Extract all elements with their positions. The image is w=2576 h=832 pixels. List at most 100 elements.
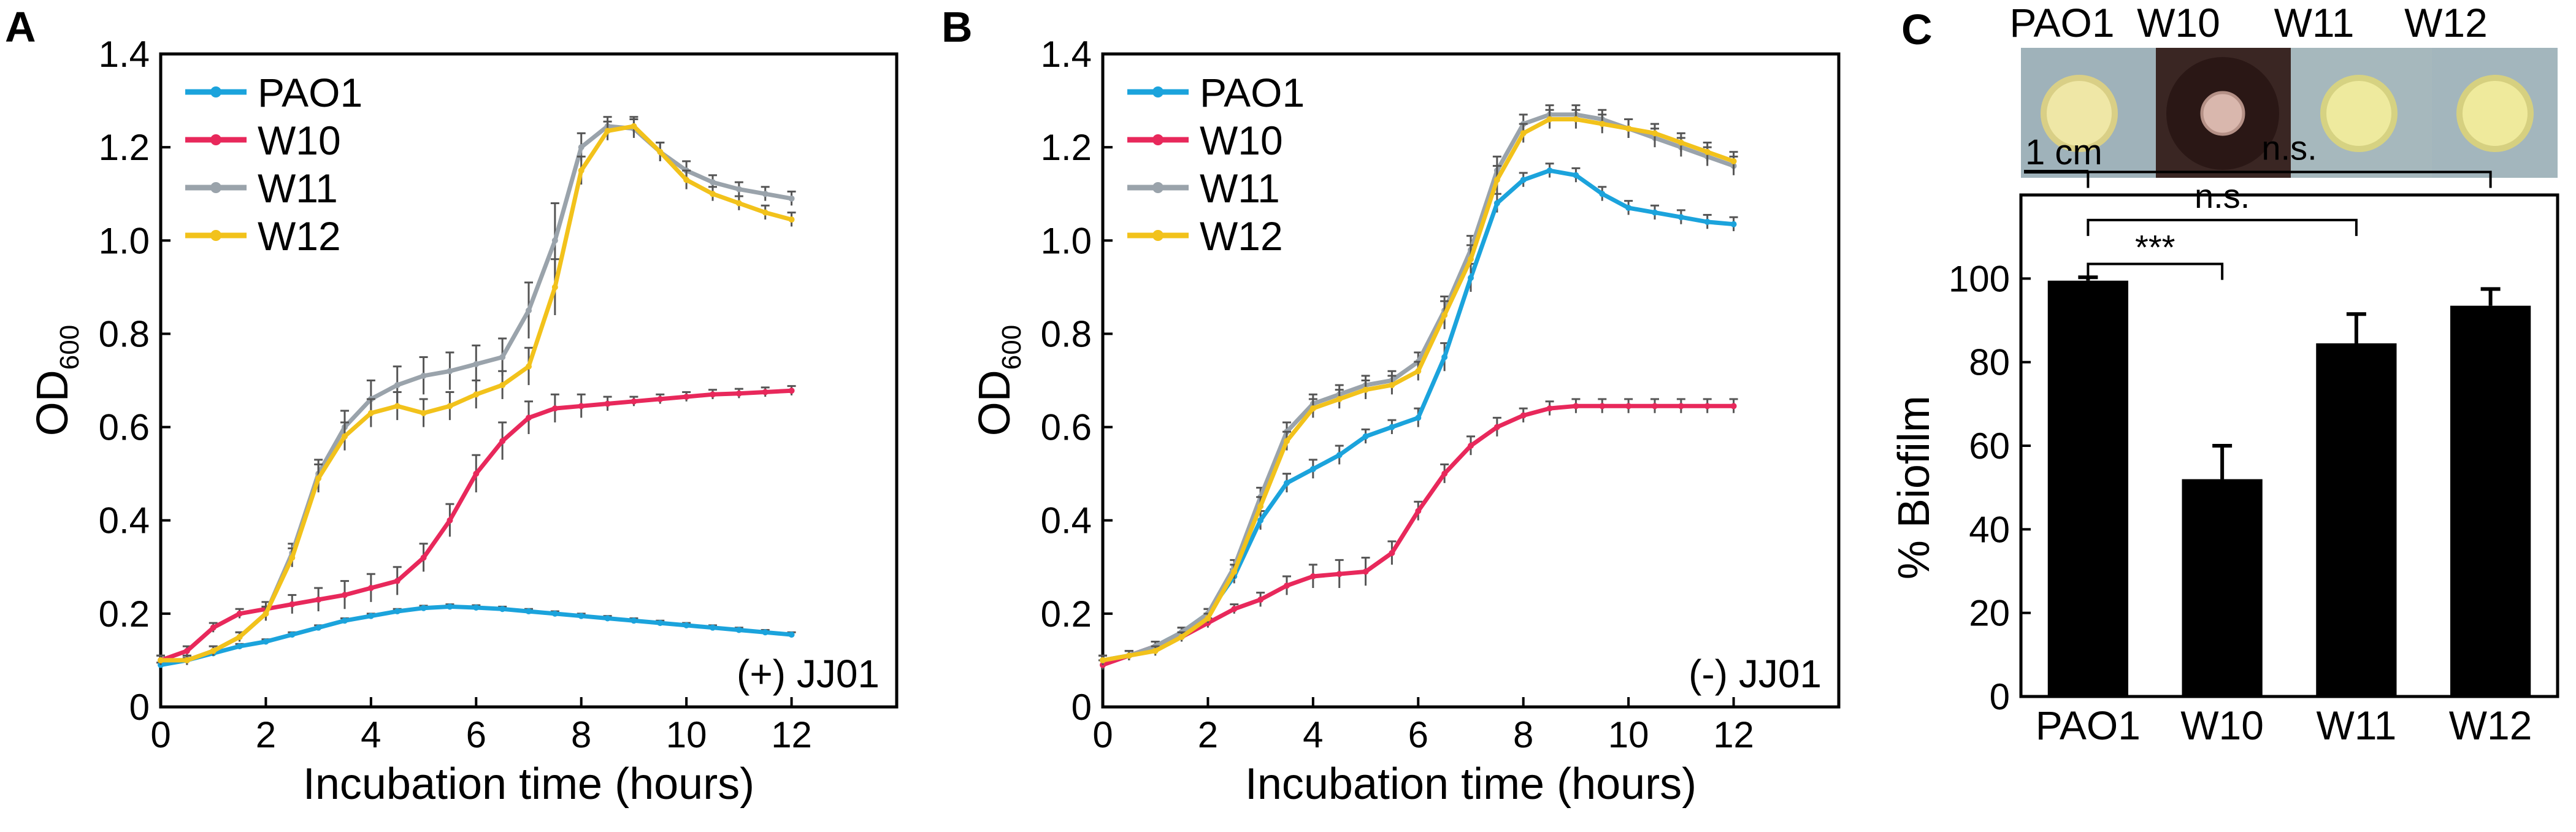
data-point xyxy=(289,554,296,561)
data-point xyxy=(1336,571,1343,578)
data-point xyxy=(762,209,769,216)
y-tick-label: 1.4 xyxy=(99,34,150,75)
y-tick-label: 0 xyxy=(1071,687,1092,728)
legend-marker xyxy=(210,230,221,241)
data-point xyxy=(236,610,243,617)
data-point xyxy=(735,200,742,207)
series-line-pao1 xyxy=(160,604,792,667)
data-point xyxy=(236,633,243,640)
data-point xyxy=(631,123,637,129)
data-point xyxy=(499,606,506,613)
data-point xyxy=(499,354,506,361)
y-tick-label: 0.4 xyxy=(1041,500,1092,541)
data-point xyxy=(499,382,506,389)
x-tick-label: 6 xyxy=(1408,714,1428,755)
y-tick-label: 0.4 xyxy=(99,500,150,541)
data-point xyxy=(657,395,664,402)
x-tick-label: 6 xyxy=(466,714,486,755)
data-point xyxy=(1625,125,1632,132)
panel-letter-b: B xyxy=(941,3,973,51)
plot-frame-a xyxy=(159,52,899,709)
data-point xyxy=(263,638,269,645)
data-point xyxy=(526,608,532,615)
data-point xyxy=(762,389,769,395)
data-point xyxy=(367,410,374,416)
data-point xyxy=(762,629,769,636)
y-tick-label: 0 xyxy=(1990,676,2010,717)
panel-b: B 0 0.2 0.4 0.6 0.8 1.0 1.2 1.4 0 2 4 6 8 10 12 Incubat… xyxy=(941,3,1841,809)
data-point xyxy=(289,632,296,638)
bar-chart-c: 0 20 40 60 80 100 % Biofilm PAO1 W10 W11 W12 *** n.s… xyxy=(1890,129,2559,748)
data-point xyxy=(315,624,322,631)
data-point xyxy=(1677,403,1684,410)
data-point xyxy=(236,643,243,650)
data-point xyxy=(1441,354,1448,361)
data-point xyxy=(1573,116,1579,123)
series-w12 xyxy=(156,116,796,665)
data-point xyxy=(788,195,795,202)
data-point xyxy=(473,391,480,398)
data-point xyxy=(1257,503,1264,510)
panel-letter-c: C xyxy=(1901,6,1933,53)
data-point xyxy=(578,167,585,174)
x-axis-title-a: Incubation time (hours) xyxy=(303,760,754,809)
data-point xyxy=(1652,209,1658,216)
legend-marker xyxy=(210,134,221,145)
data-point xyxy=(1677,214,1684,221)
significance-label: n.s. xyxy=(2261,129,2317,167)
data-point xyxy=(578,144,585,151)
data-point xyxy=(394,382,401,389)
data-point xyxy=(578,613,585,619)
series-line-w12 xyxy=(1102,117,1735,663)
y-tick-label: 0.6 xyxy=(99,407,150,448)
data-point xyxy=(420,372,427,379)
colony-photo-strip: PAO1 W10 W11 W12 1 cm xyxy=(2009,0,2558,178)
data-point xyxy=(657,620,664,627)
y-tick-label: 0.2 xyxy=(1041,593,1092,635)
data-point xyxy=(447,368,453,375)
legend-label-w12: W12 xyxy=(258,213,341,259)
x-tick-label: 0 xyxy=(150,714,171,755)
bar-w10 xyxy=(2182,479,2263,697)
data-point xyxy=(551,610,558,617)
series-w12 xyxy=(1098,109,1738,665)
data-point xyxy=(683,394,690,400)
data-point xyxy=(1336,452,1343,459)
data-point xyxy=(1205,615,1211,622)
x-tick-label-pao1: PAO1 xyxy=(2036,703,2141,748)
y-tick-label: 20 xyxy=(1969,593,2010,634)
legend-marker xyxy=(210,182,221,193)
data-point xyxy=(1415,508,1422,514)
legend-label-w10: W10 xyxy=(1200,118,1283,163)
data-point xyxy=(1152,647,1159,654)
data-point xyxy=(210,624,217,631)
y-tick-label: 60 xyxy=(1969,426,2010,467)
data-point xyxy=(788,387,795,394)
colony-w11 xyxy=(2320,75,2398,152)
data-point xyxy=(1362,433,1369,440)
data-point xyxy=(631,398,637,405)
data-point xyxy=(526,307,532,314)
significance-bracket xyxy=(2087,218,2358,236)
legend-label-w12: W12 xyxy=(1200,213,1283,259)
y-tick-label: 100 xyxy=(1949,258,2010,299)
significance-label: n.s. xyxy=(2195,177,2250,215)
data-point xyxy=(631,617,637,624)
x-axis-title-b: Incubation time (hours) xyxy=(1245,760,1696,809)
x-tick-label: 2 xyxy=(256,714,276,755)
data-point xyxy=(1362,568,1369,575)
x-tick-label: 12 xyxy=(771,714,812,755)
data-point xyxy=(1468,256,1474,262)
series-line-w10 xyxy=(159,388,792,663)
condition-label-a: (+) JJ01 xyxy=(737,652,880,696)
series-pao1 xyxy=(1098,162,1738,665)
data-point xyxy=(735,186,742,193)
panel-letter-a: A xyxy=(5,3,36,51)
legend-marker xyxy=(1152,182,1163,193)
data-point xyxy=(1573,403,1579,410)
photo-label-pao1: PAO1 xyxy=(2009,0,2114,45)
series-line-w11 xyxy=(1102,112,1735,663)
data-point xyxy=(1520,177,1527,183)
data-point xyxy=(183,647,190,654)
data-point xyxy=(183,657,190,663)
